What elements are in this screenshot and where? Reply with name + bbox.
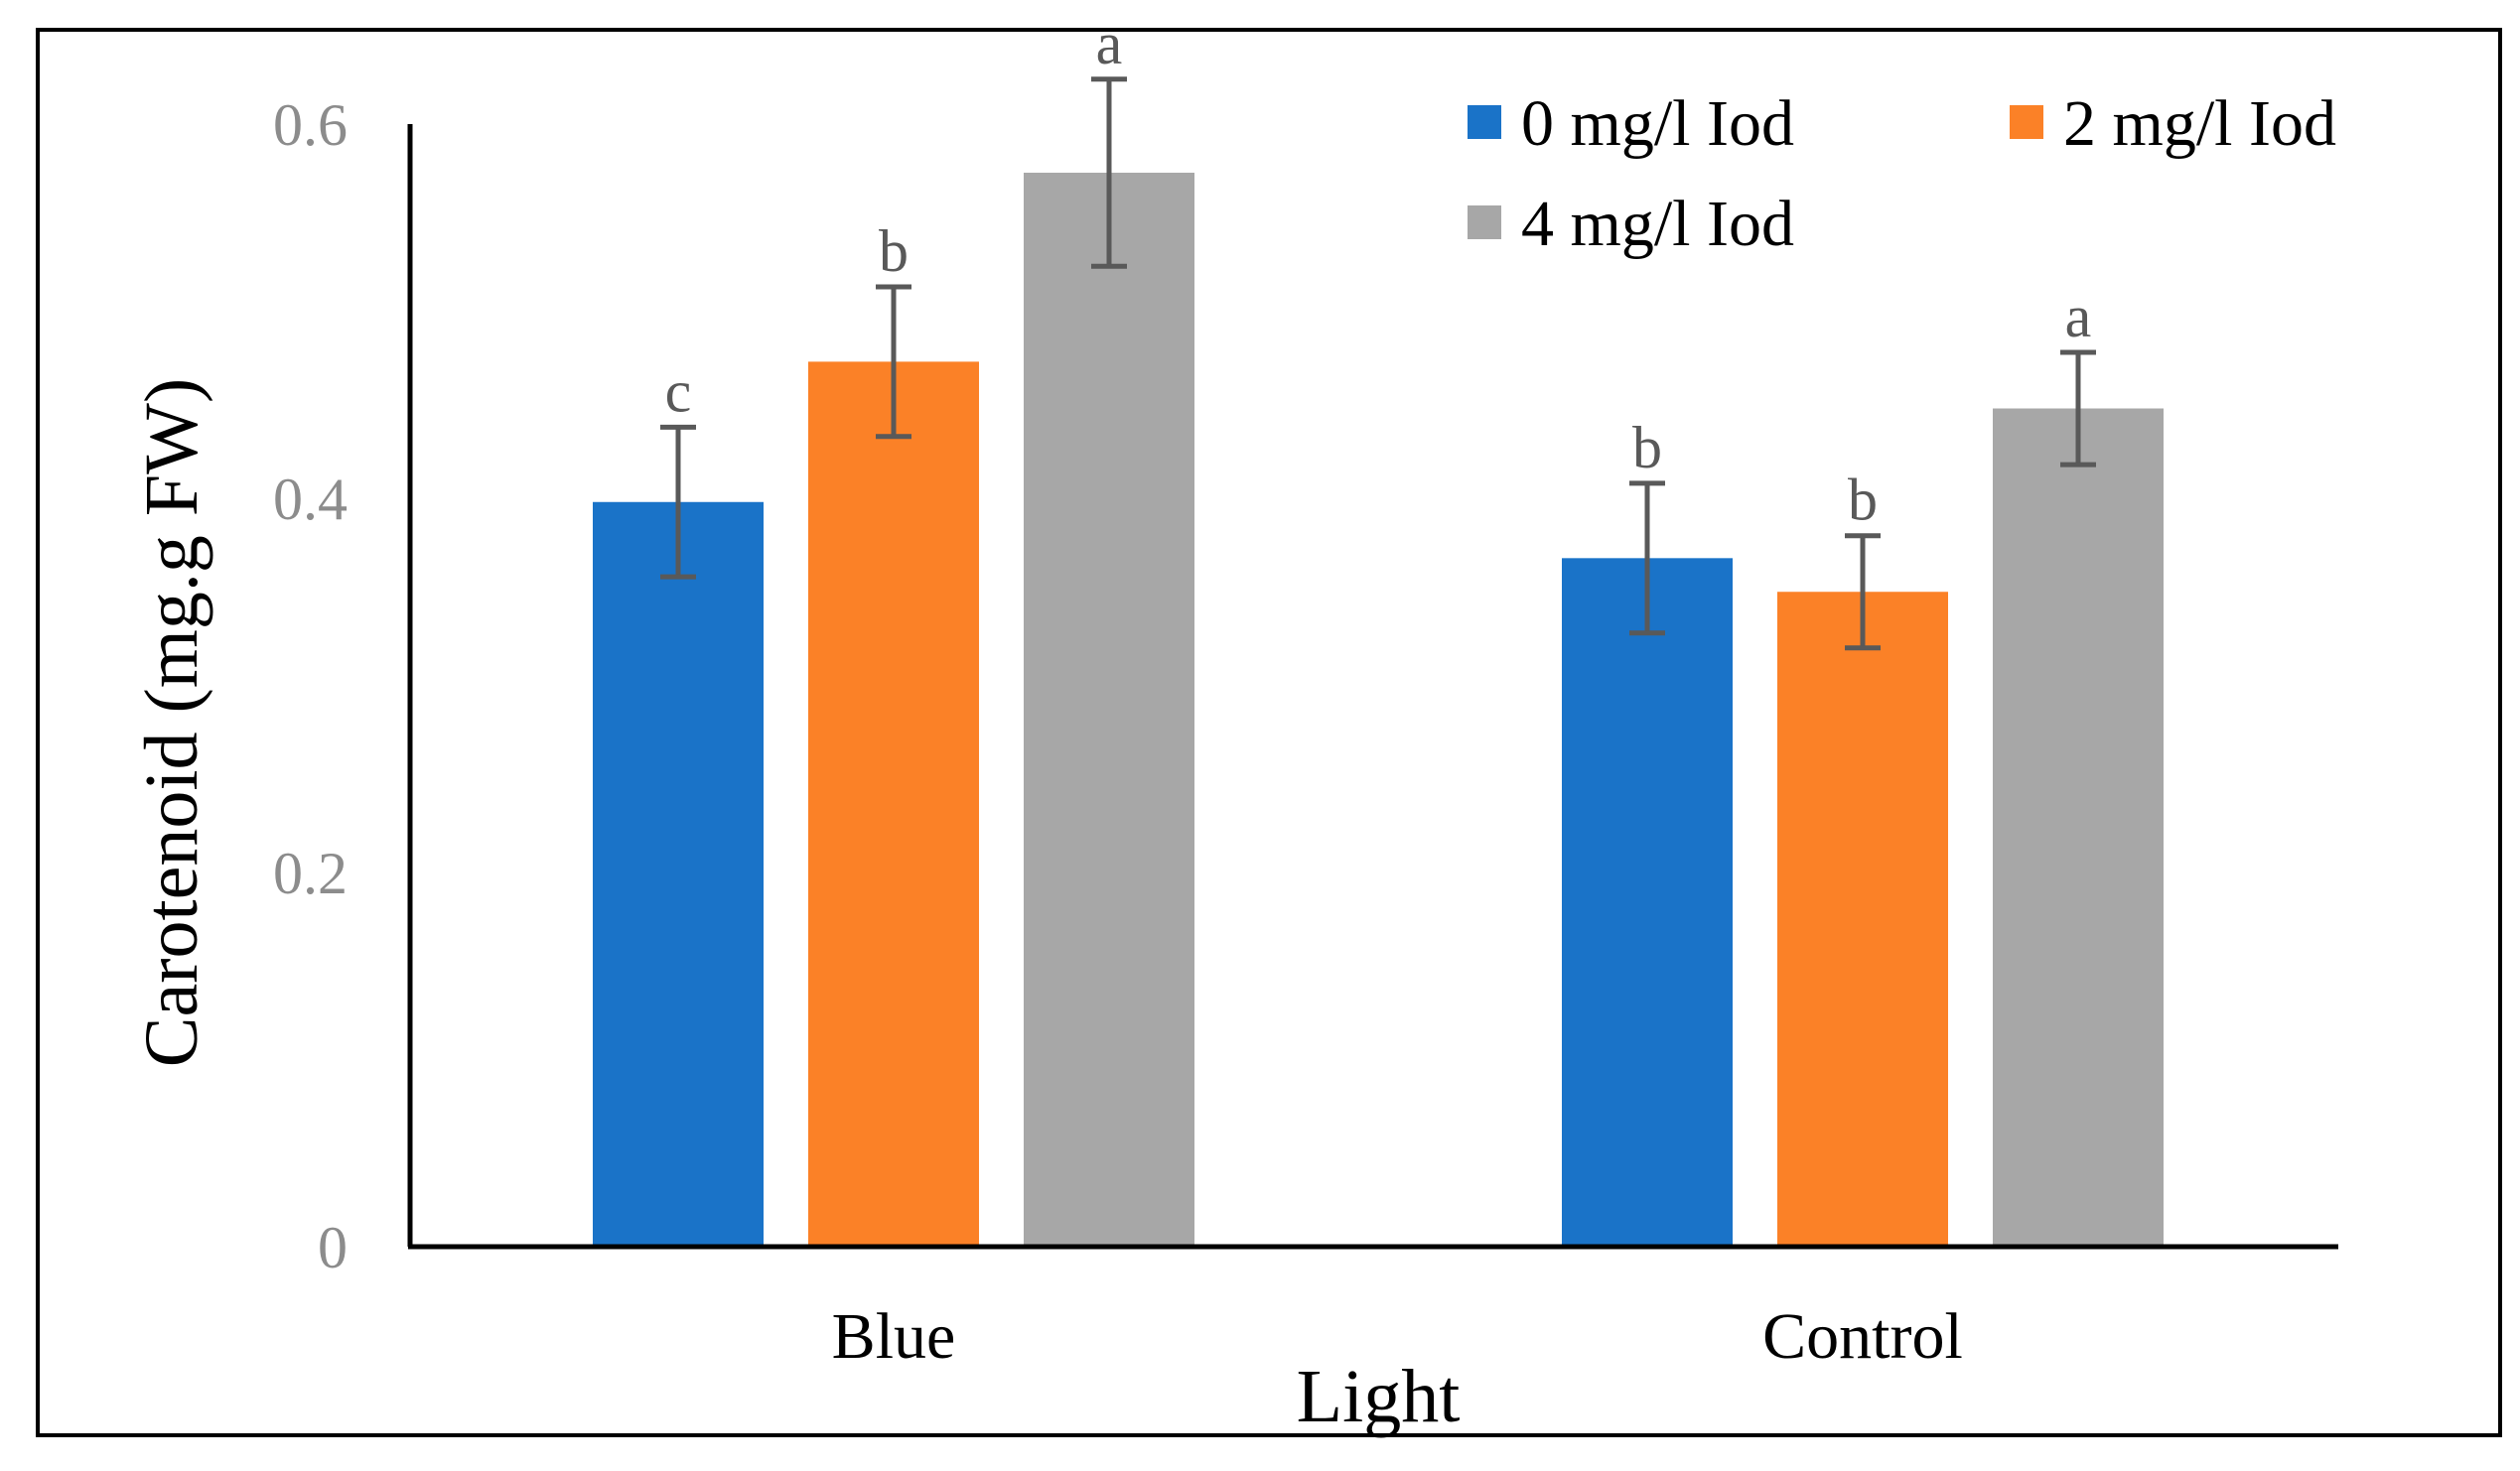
legend-swatch [2010, 105, 2043, 139]
y-tick-label: 0 [318, 1215, 348, 1280]
bar-blue-series-0 [593, 501, 764, 1247]
y-tick-label: 0.4 [273, 467, 348, 532]
error-bar [2060, 349, 2096, 468]
legend-label: 0 mg/l Iod [1521, 87, 1794, 160]
bar-control-series-0 [1562, 558, 1733, 1247]
bars-layer [593, 173, 2164, 1247]
bar-control-series-1 [1777, 592, 1948, 1247]
y-tick-labels: 0 0.2 0.4 0.6 [273, 92, 348, 1280]
bar-blue-series-1 [808, 361, 979, 1247]
x-category-labels: Blue Control [832, 1300, 1963, 1373]
significance-letter: b [1632, 415, 1662, 480]
legend-label: 2 mg/l Iod [2063, 87, 2336, 160]
bar-blue-series-2 [1024, 173, 1194, 1247]
legend-swatch [1468, 105, 1501, 139]
legend-entry: 0 mg/l Iod [1468, 87, 1794, 160]
error-bar [660, 424, 696, 580]
error-bar [1629, 480, 1665, 636]
bar-control-series-2 [1993, 408, 2164, 1247]
error-bars-layer [660, 76, 2096, 651]
legend-entry: 4 mg/l Iod [1468, 188, 1794, 260]
error-bar [1845, 533, 1881, 651]
significance-letters-layer: c b b b a a [665, 11, 2092, 533]
legend-swatch [1468, 205, 1501, 239]
y-tick-label: 0.6 [273, 92, 348, 158]
significance-letter: a [1096, 11, 1123, 76]
error-bar [1091, 76, 1127, 269]
x-category-label: Blue [832, 1300, 956, 1373]
error-bar [876, 284, 911, 440]
y-tick-label: 0.2 [273, 841, 348, 906]
x-category-label: Control [1762, 1300, 1963, 1373]
significance-letter: a [2065, 284, 2092, 349]
axes-layer [407, 124, 2338, 1250]
x-axis-title: Light [1297, 1355, 1461, 1438]
significance-letter: c [665, 358, 692, 424]
legend-entry: 2 mg/l Iod [2010, 87, 2336, 160]
legend: 0 mg/l Iod 2 mg/l Iod 4 mg/l Iod [1468, 87, 2336, 260]
significance-letter: b [879, 218, 909, 284]
y-axis-title: Carotenoid (mg.g FW) [130, 378, 213, 1067]
legend-label: 4 mg/l Iod [1521, 188, 1794, 260]
significance-letter: b [1848, 468, 1878, 533]
